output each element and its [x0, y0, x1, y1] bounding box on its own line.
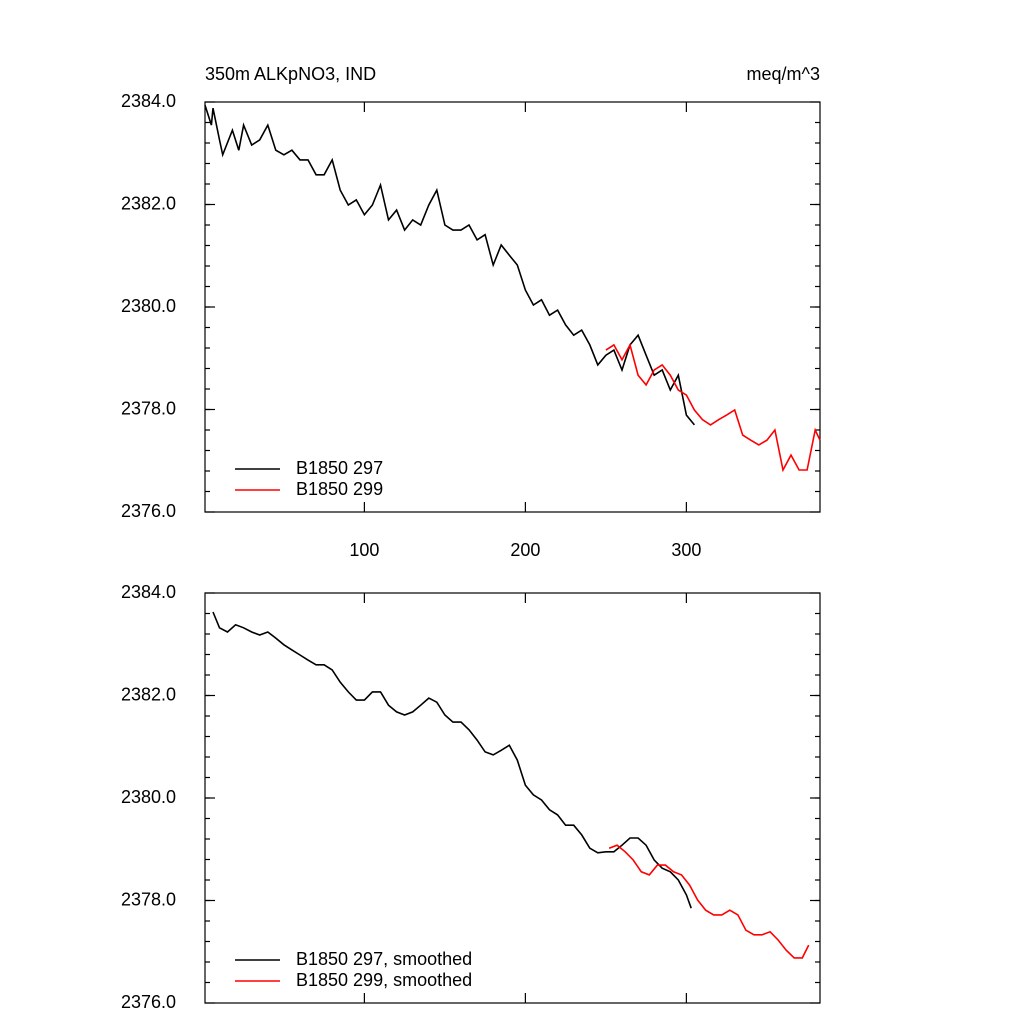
y-tick-label: 2384.0 [121, 582, 176, 602]
y-tick-label: 2382.0 [121, 193, 176, 213]
data-line [204, 104, 696, 426]
units-label: meq/m^3 [747, 64, 820, 84]
legend-label: B1850 299 [296, 479, 383, 499]
x-tick-label: 200 [510, 540, 540, 560]
data-line [608, 844, 810, 959]
legend-label: B1850 299, smoothed [296, 970, 472, 990]
data-line [605, 342, 821, 473]
y-tick-label: 2376.0 [121, 501, 176, 521]
y-tick-label: 2378.0 [121, 398, 176, 418]
y-tick-label: 2380.0 [121, 296, 176, 316]
x-tick-label: 100 [349, 540, 379, 560]
y-tick-label: 2380.0 [121, 787, 176, 807]
legend-label: B1850 297, smoothed [296, 949, 472, 969]
legend-label: B1850 297 [296, 458, 383, 478]
plot-frame [204, 592, 821, 1004]
data-line [212, 611, 692, 909]
plot-frame [204, 101, 821, 513]
y-tick-label: 2382.0 [121, 684, 176, 704]
y-tick-label: 2378.0 [121, 889, 176, 909]
y-tick-label: 2384.0 [121, 91, 176, 111]
chart-title: 350m ALKpNO3, IND [205, 64, 376, 84]
y-tick-label: 2376.0 [121, 992, 176, 1012]
x-tick-label: 300 [671, 540, 701, 560]
